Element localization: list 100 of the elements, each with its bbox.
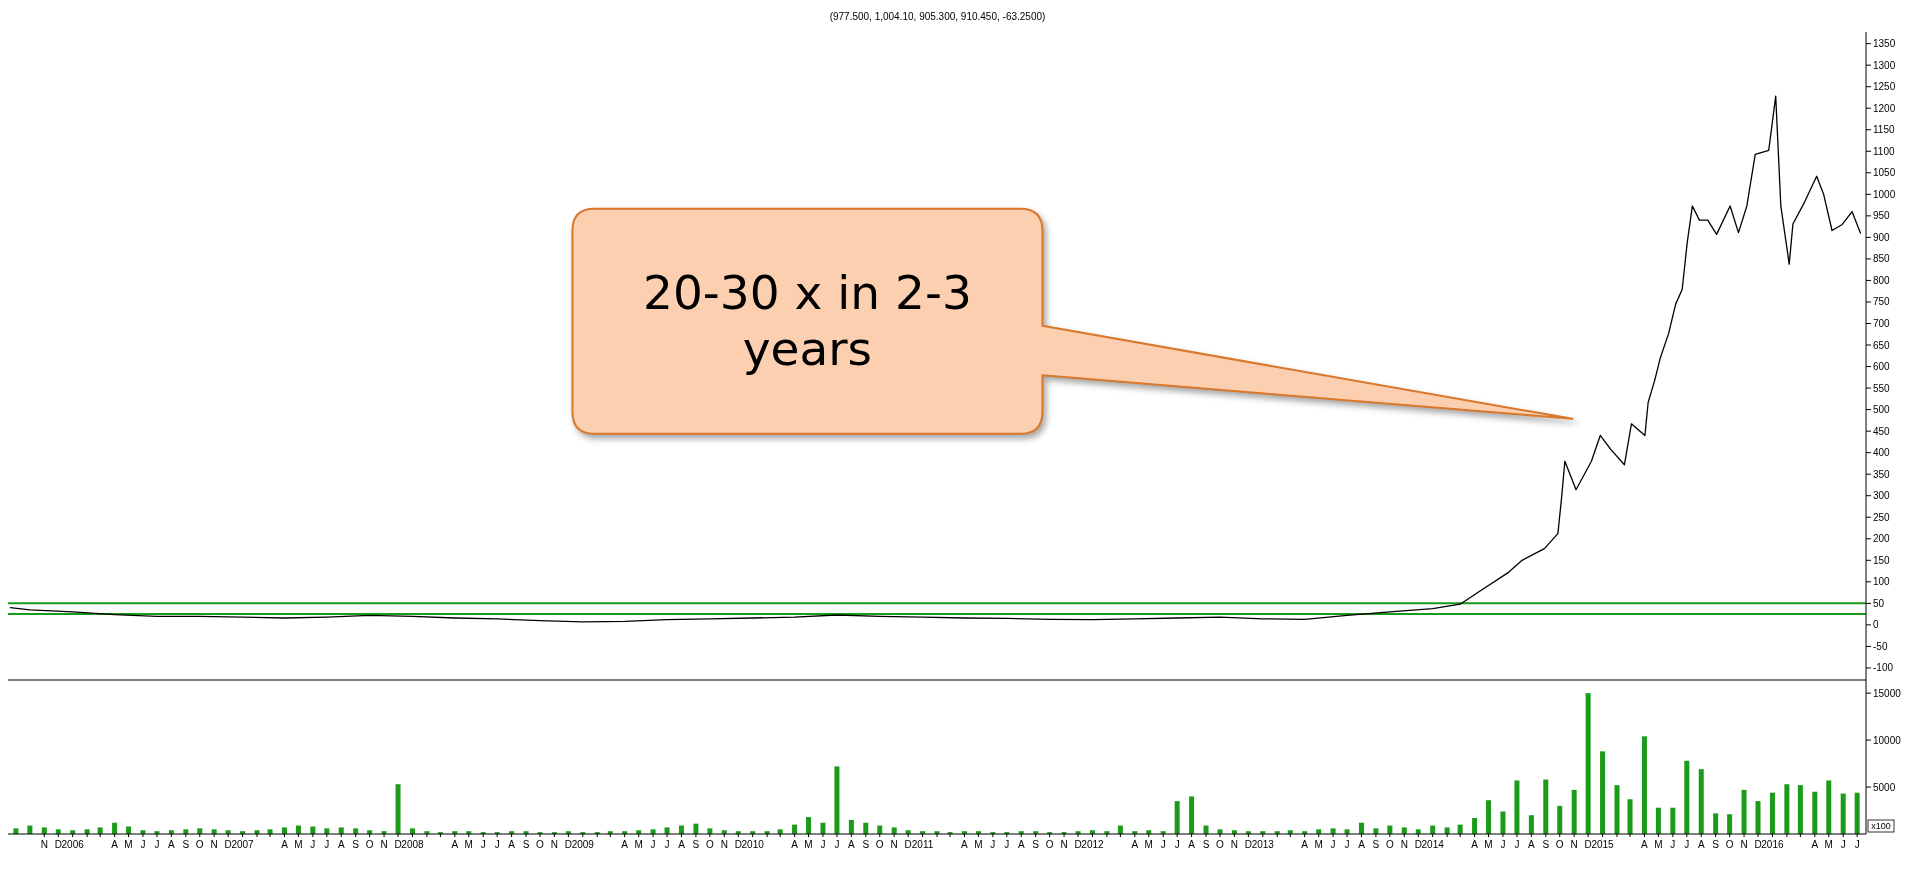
x-tick-label: D	[734, 839, 742, 850]
x-tick-label: S	[1202, 839, 1210, 850]
x-tick-label: J	[664, 839, 670, 850]
x-tick-label: J	[1670, 839, 1676, 850]
x-tick-label: 2014	[1421, 839, 1445, 850]
y-tick-label: 15000	[1873, 687, 1902, 699]
y-tick-label: 900	[1873, 231, 1891, 243]
x-tick-label: J	[1174, 839, 1180, 850]
y-tick-label: 850	[1873, 253, 1891, 265]
x-tick-label: O	[365, 839, 374, 850]
x-tick-label: S	[1372, 839, 1380, 850]
x-tick-label: D	[394, 839, 402, 850]
y-tick-label: 250	[1873, 511, 1891, 523]
x-tick-label: M	[634, 839, 643, 850]
x-tick-label: J	[990, 839, 996, 850]
x-tick-label: N	[380, 839, 388, 850]
x-tick-label: J	[1160, 839, 1166, 850]
x-tick-label: N	[40, 839, 48, 850]
x-tick-label: 2011	[911, 839, 934, 850]
y-tick-label: 600	[1873, 361, 1891, 373]
x-tick-label: M	[1484, 839, 1493, 850]
y-tick-label: 350	[1873, 468, 1891, 480]
x-tick-label: J	[154, 839, 160, 850]
x-tick-label: O	[875, 839, 884, 850]
x-tick-label: S	[1032, 839, 1040, 850]
y-tick-label: 10000	[1873, 734, 1902, 746]
x-tick-label: J	[324, 839, 330, 850]
x-tick-label: S	[1542, 839, 1550, 850]
y-tick-label: 100	[1873, 576, 1891, 588]
x-tick-label: M	[804, 839, 813, 850]
x-tick-label: S	[522, 839, 530, 850]
x-tick-label: N	[890, 839, 898, 850]
x-tick-label: A	[281, 839, 289, 850]
y-tick-label: 50	[1873, 597, 1885, 609]
x-tick-label: 2008	[401, 839, 425, 850]
y-tick-label: 800	[1873, 274, 1891, 286]
x-tick-label: A	[337, 839, 345, 850]
y-tick-label: -100	[1873, 662, 1894, 674]
x-tick-label: M	[1144, 839, 1153, 850]
x-tick-label: O	[1045, 839, 1054, 850]
x-tick-label: 2006	[61, 839, 85, 850]
x-tick-label: 2012	[1081, 839, 1105, 850]
y-tick-label: 450	[1873, 425, 1891, 437]
x-tick-label: J	[1854, 839, 1860, 850]
x-tick-label: J	[1500, 839, 1506, 850]
annotation: 20-30 x in 2-3 years	[643, 265, 972, 377]
y-tick-label: 1350	[1873, 38, 1896, 50]
y-tick-label: 0	[1873, 619, 1879, 631]
y-tick-label: 1100	[1873, 145, 1895, 157]
x-tick-label: A	[1528, 839, 1536, 850]
y-tick-label: 1000	[1873, 188, 1896, 200]
x-tick-label: N	[1060, 839, 1068, 850]
x-tick-label: A	[1017, 839, 1025, 850]
x-tick-label: S	[352, 839, 360, 850]
x-tick-label: A	[621, 839, 629, 850]
x-tick-label: O	[1725, 839, 1734, 850]
x-tick-label: D	[564, 839, 572, 850]
x-tick-label: A	[1358, 839, 1366, 850]
x-tick-label: 2016	[1761, 839, 1785, 850]
x-tick-label: D	[1584, 839, 1592, 850]
x-tick-label: A	[961, 839, 969, 850]
y-tick-label: 400	[1873, 447, 1891, 459]
x-tick-label: 2009	[571, 839, 595, 850]
x-tick-label: N	[720, 839, 728, 850]
x-tick-label: J	[480, 839, 486, 850]
x-tick-label: N	[1570, 839, 1578, 850]
x-tick-label: M	[1314, 839, 1323, 850]
x-tick-label: J	[494, 839, 500, 850]
y-tick-label: 300	[1873, 490, 1891, 502]
x-tick-label: A	[508, 839, 516, 850]
x-tick-label: 2010	[741, 839, 765, 850]
x-tick-label: N	[1740, 839, 1748, 850]
y-axis-title: x100	[1871, 821, 1891, 831]
x-tick-label: D	[1754, 839, 1762, 850]
y-tick-label: 1150	[1873, 124, 1895, 136]
x-tick-label: D	[224, 839, 232, 850]
x-tick-label: A	[1188, 839, 1196, 850]
x-tick-label: N	[550, 839, 559, 850]
x-tick-label: O	[1385, 839, 1394, 850]
x-tick-label: D	[904, 839, 912, 850]
x-tick-label: J	[1840, 839, 1846, 850]
chart-title: (977.500, 1,004.10, 905.300, 910.450, -63.2500)	[829, 11, 1046, 22]
x-tick-label: J	[1344, 839, 1350, 850]
y-tick-label: 550	[1873, 382, 1891, 394]
x-tick-label: A	[848, 839, 856, 850]
x-tick-label: N	[1230, 839, 1239, 850]
x-tick-label: S	[862, 839, 870, 850]
x-tick-label: A	[1811, 839, 1819, 850]
x-tick-label: S	[692, 839, 700, 850]
x-tick-label: O	[1555, 839, 1564, 850]
x-tick-label: M	[1654, 839, 1663, 850]
x-tick-label: O	[705, 839, 714, 850]
x-tick-label: A	[451, 839, 459, 850]
x-tick-label: 2015	[1591, 839, 1615, 850]
x-tick-label: N	[210, 839, 218, 850]
y-tick-label: 500	[1873, 404, 1891, 416]
x-tick-label: J	[1004, 839, 1010, 850]
y-tick-label: 150	[1873, 554, 1891, 566]
x-tick-label: M	[974, 839, 983, 850]
x-tick-label: A	[1131, 839, 1139, 850]
